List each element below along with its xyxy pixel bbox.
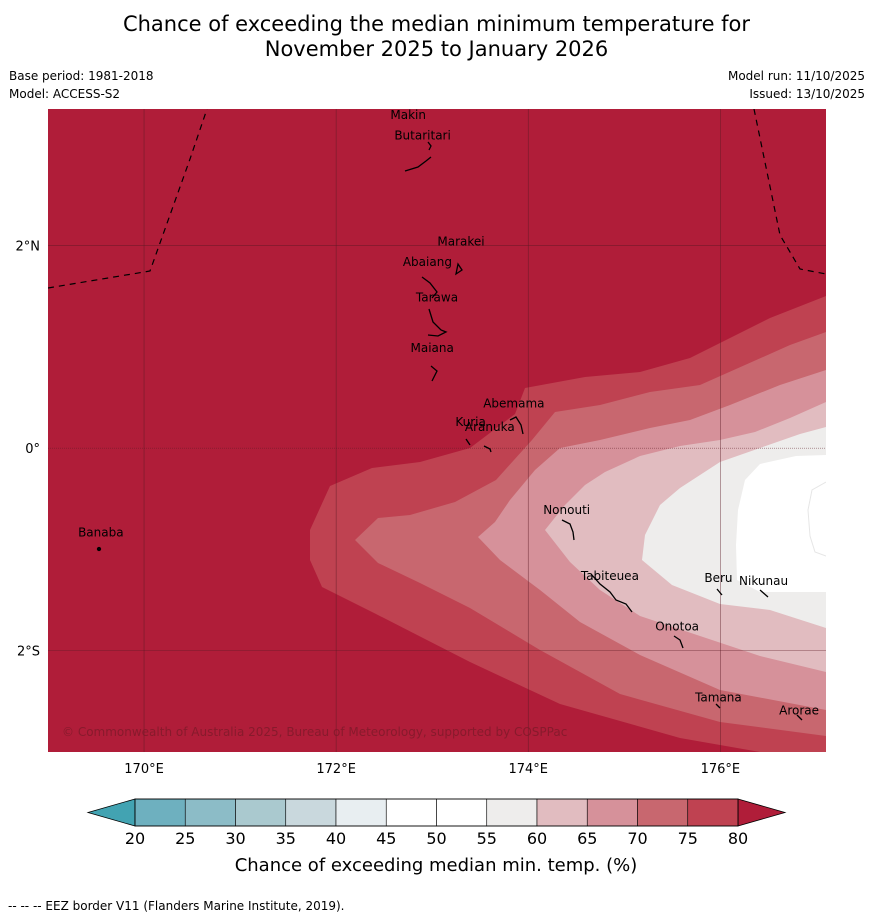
island-label-aranuka: Aranuka [465,420,515,434]
island-label-nikunau: Nikunau [739,574,788,588]
colorbar-tick-label: 50 [426,829,446,848]
colorbar-segment [184,798,236,827]
colorbar-tick-label: 25 [175,829,195,848]
colorbar-segment [687,798,739,827]
island-label-tarawa: Tarawa [415,290,458,304]
colorbar-title: Chance of exceeding median min. temp. (%… [235,855,638,876]
colorbar-tick-label: 80 [728,829,748,848]
eez-footnote: -- -- -- EEZ border V11 (Flanders Marine… [8,899,345,913]
colorbar-tick-label: 20 [125,829,145,848]
colorbar-segment [285,798,337,827]
longitude-tick-labels: 170°E 172°E 174°E 176°E [124,762,740,777]
lat-tick-label: 2°N [16,240,41,255]
island-label-nonouti: Nonouti [543,503,590,517]
island-label-banaba: Banaba [78,525,124,539]
colorbar-outline [134,798,739,827]
colorbar-segment [436,798,488,827]
colorbar-tick-label: 30 [225,829,245,848]
island-label-marakei: Marakei [437,235,484,249]
colorbar-segment [637,798,689,827]
band-45-50-edge [807,481,826,557]
island-label-arorae: Arorae [779,704,819,718]
graticule [48,109,826,752]
copyright-text: © Commonwealth of Australia 2025, Bureau… [62,725,567,739]
island-label-tamana: Tamana [694,690,742,704]
island-label-butaritari: Butaritari [394,128,451,142]
island-label-makin: Makin [390,108,426,122]
colorbar-segment [486,798,538,827]
colorbar-tick-label: 75 [678,829,698,848]
colorbar-segment [385,798,437,827]
colorbar-tick-label: 40 [326,829,346,848]
colorbar-over-arrow [737,798,787,827]
colorbar-segment [235,798,287,827]
island-label-beru: Beru [704,571,732,585]
island-outlines [96,141,803,721]
island-label-abaiang: Abaiang [403,255,452,269]
colorbar: 20 25 30 35 40 45 50 55 60 65 70 75 80 Chance of exce… [86,798,787,876]
colorbar-under-arrow [86,798,136,827]
band-50-55 [736,455,826,592]
model-run: Model run: 11/10/2025 [727,69,865,83]
colorbar-segment [536,798,588,827]
island-label-onotoa: Onotoa [655,619,699,633]
lon-tick-label: 174°E [508,762,548,777]
meta-right: Model run: 11/10/2025 Issued: 13/10/2025 [728,67,865,103]
lon-tick-label: 176°E [701,762,741,777]
island-labels: Makin Butaritari Marakei Abaiang Tarawa Maian… [78,108,819,718]
title-line-1: Chance of exceeding the median minimum t… [122,12,751,36]
issued-date: Issued: 13/10/2025 [749,87,865,101]
eez-border [48,109,826,289]
lat-tick-label: 2°S [17,645,40,660]
colorbar-segment [586,798,638,827]
meta-left: Base period: 1981-2018 Model: ACCESS-S2 [9,67,154,103]
island-label-maiana: Maiana [411,341,454,355]
model-name: Model: ACCESS-S2 [9,87,121,101]
lat-tick-label: 0° [25,442,40,457]
island-label-kuria: Kuria [455,415,486,429]
chart-title: Chance of exceeding the median minimum t… [0,12,873,62]
forecast-map: Makin Butaritari Marakei Abaiang Tarawa Maian… [16,108,826,876]
colorbar-tick-label: 60 [527,829,547,848]
colorbar-segment [335,798,387,827]
colorbar-segment [134,798,186,827]
colorbar-tick-label: 35 [276,829,296,848]
colorbar-tick-label: 65 [577,829,597,848]
island-label-abemama: Abemama [483,397,544,411]
probability-shading: Makin Butaritari Marakei Abaiang Tarawa Maian… [48,108,826,752]
base-period: Base period: 1981-2018 [9,69,154,83]
latitude-tick-labels: 2°N 0° 2°S [16,240,41,660]
title-line-2: November 2025 to January 2026 [264,37,609,61]
lon-tick-label: 170°E [124,762,164,777]
colorbar-tick-label: 55 [477,829,497,848]
lon-tick-label: 172°E [316,762,356,777]
colorbar-tick-label: 70 [627,829,647,848]
colorbar-tick-label: 45 [376,829,396,848]
island-label-tabiteuea: Tabiteuea [580,569,639,583]
